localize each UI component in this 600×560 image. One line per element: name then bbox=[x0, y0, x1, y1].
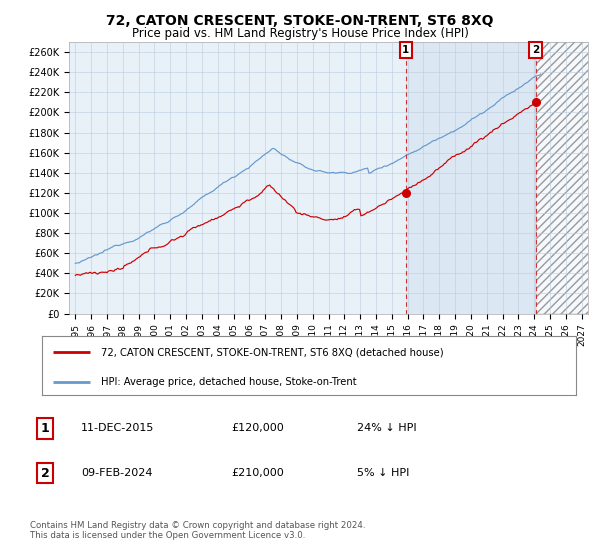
Text: 72, CATON CRESCENT, STOKE-ON-TRENT, ST6 8XQ (detached house): 72, CATON CRESCENT, STOKE-ON-TRENT, ST6 … bbox=[101, 347, 443, 357]
Text: Price paid vs. HM Land Registry's House Price Index (HPI): Price paid vs. HM Land Registry's House … bbox=[131, 27, 469, 40]
Text: 2: 2 bbox=[532, 45, 539, 55]
Bar bbox=[536, 42, 590, 314]
Text: 09-FEB-2024: 09-FEB-2024 bbox=[81, 468, 152, 478]
Text: Contains HM Land Registry data © Crown copyright and database right 2024.
This d: Contains HM Land Registry data © Crown c… bbox=[30, 521, 365, 540]
Text: £210,000: £210,000 bbox=[231, 468, 284, 478]
Text: 5% ↓ HPI: 5% ↓ HPI bbox=[357, 468, 409, 478]
Text: 24% ↓ HPI: 24% ↓ HPI bbox=[357, 423, 416, 433]
Text: 2: 2 bbox=[41, 466, 49, 480]
Bar bbox=[406, 42, 536, 314]
Text: 11-DEC-2015: 11-DEC-2015 bbox=[81, 423, 154, 433]
Text: HPI: Average price, detached house, Stoke-on-Trent: HPI: Average price, detached house, Stok… bbox=[101, 377, 356, 387]
Text: 1: 1 bbox=[402, 45, 410, 55]
Text: £120,000: £120,000 bbox=[231, 423, 284, 433]
Text: 72, CATON CRESCENT, STOKE-ON-TRENT, ST6 8XQ: 72, CATON CRESCENT, STOKE-ON-TRENT, ST6 … bbox=[106, 14, 494, 28]
Bar bbox=[536, 42, 590, 314]
Text: 1: 1 bbox=[41, 422, 49, 435]
